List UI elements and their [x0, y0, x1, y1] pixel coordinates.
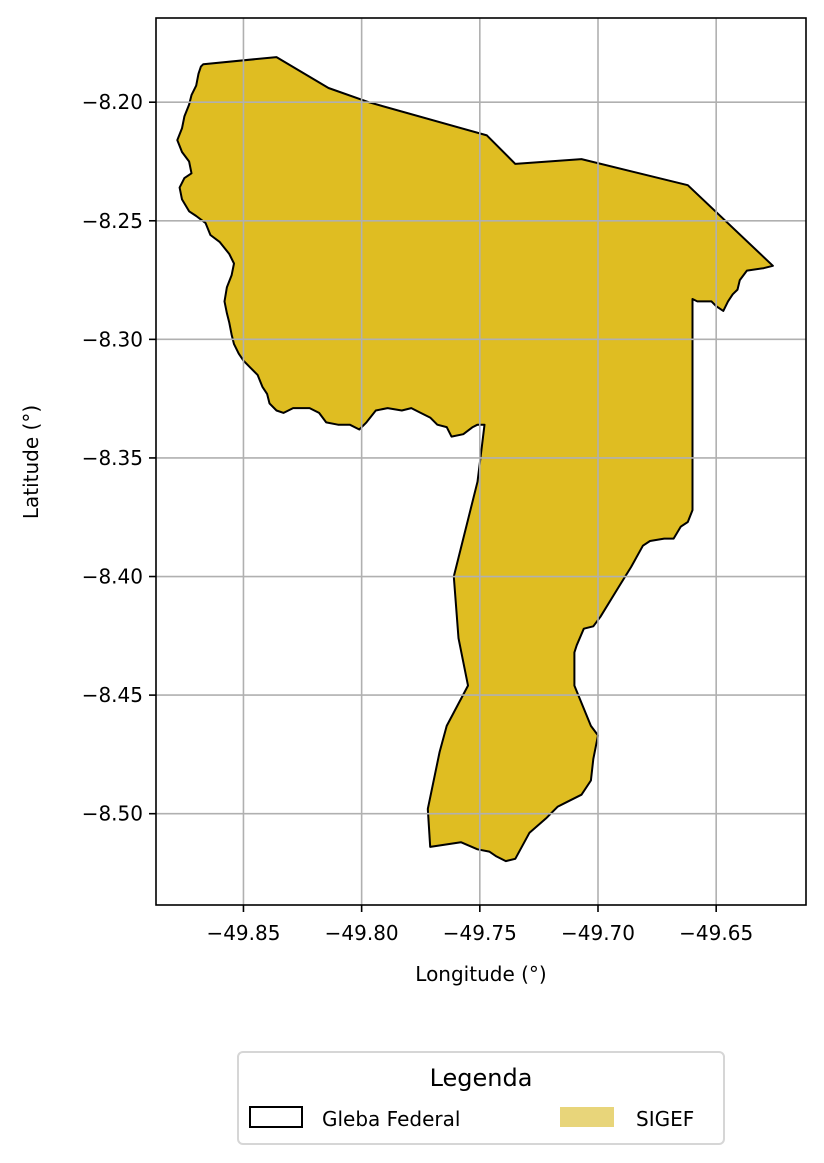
y-tick-label: −8.40 — [82, 565, 143, 589]
y-tick-label: −8.45 — [82, 683, 143, 707]
y-tick-label: −8.30 — [82, 327, 143, 351]
legend-label-gleba-federal: Gleba Federal — [322, 1107, 460, 1131]
plot-area: −49.85 −49.80 −49.75 −49.70 −49.65 −8.20 −8.25… — [82, 17, 807, 945]
y-axis-title: Latitude (°) — [19, 405, 43, 519]
legend-title: Legenda — [430, 1064, 533, 1092]
y-tick-label: −8.20 — [82, 90, 143, 114]
gleba-federal-polygon — [176, 56, 774, 863]
x-tick-label: −49.70 — [561, 921, 635, 945]
axes-frame — [155, 17, 807, 906]
x-axis-title: Longitude (°) — [415, 962, 546, 986]
legend: Legenda Gleba Federal SIGEF — [237, 1051, 725, 1145]
legend-label-sigef: SIGEF — [636, 1107, 694, 1131]
x-tick-label: −49.75 — [443, 921, 517, 945]
x-tick-label: −49.65 — [679, 921, 753, 945]
y-tick-label: −8.50 — [82, 802, 143, 826]
y-tick-label: −8.25 — [82, 209, 143, 233]
x-tick-label: −49.85 — [206, 921, 280, 945]
legend-swatch-sigef — [560, 1107, 614, 1127]
legend-swatch-gleba-federal — [249, 1106, 303, 1128]
y-tick-label: −8.35 — [82, 446, 143, 470]
x-tick-label: −49.80 — [325, 921, 399, 945]
